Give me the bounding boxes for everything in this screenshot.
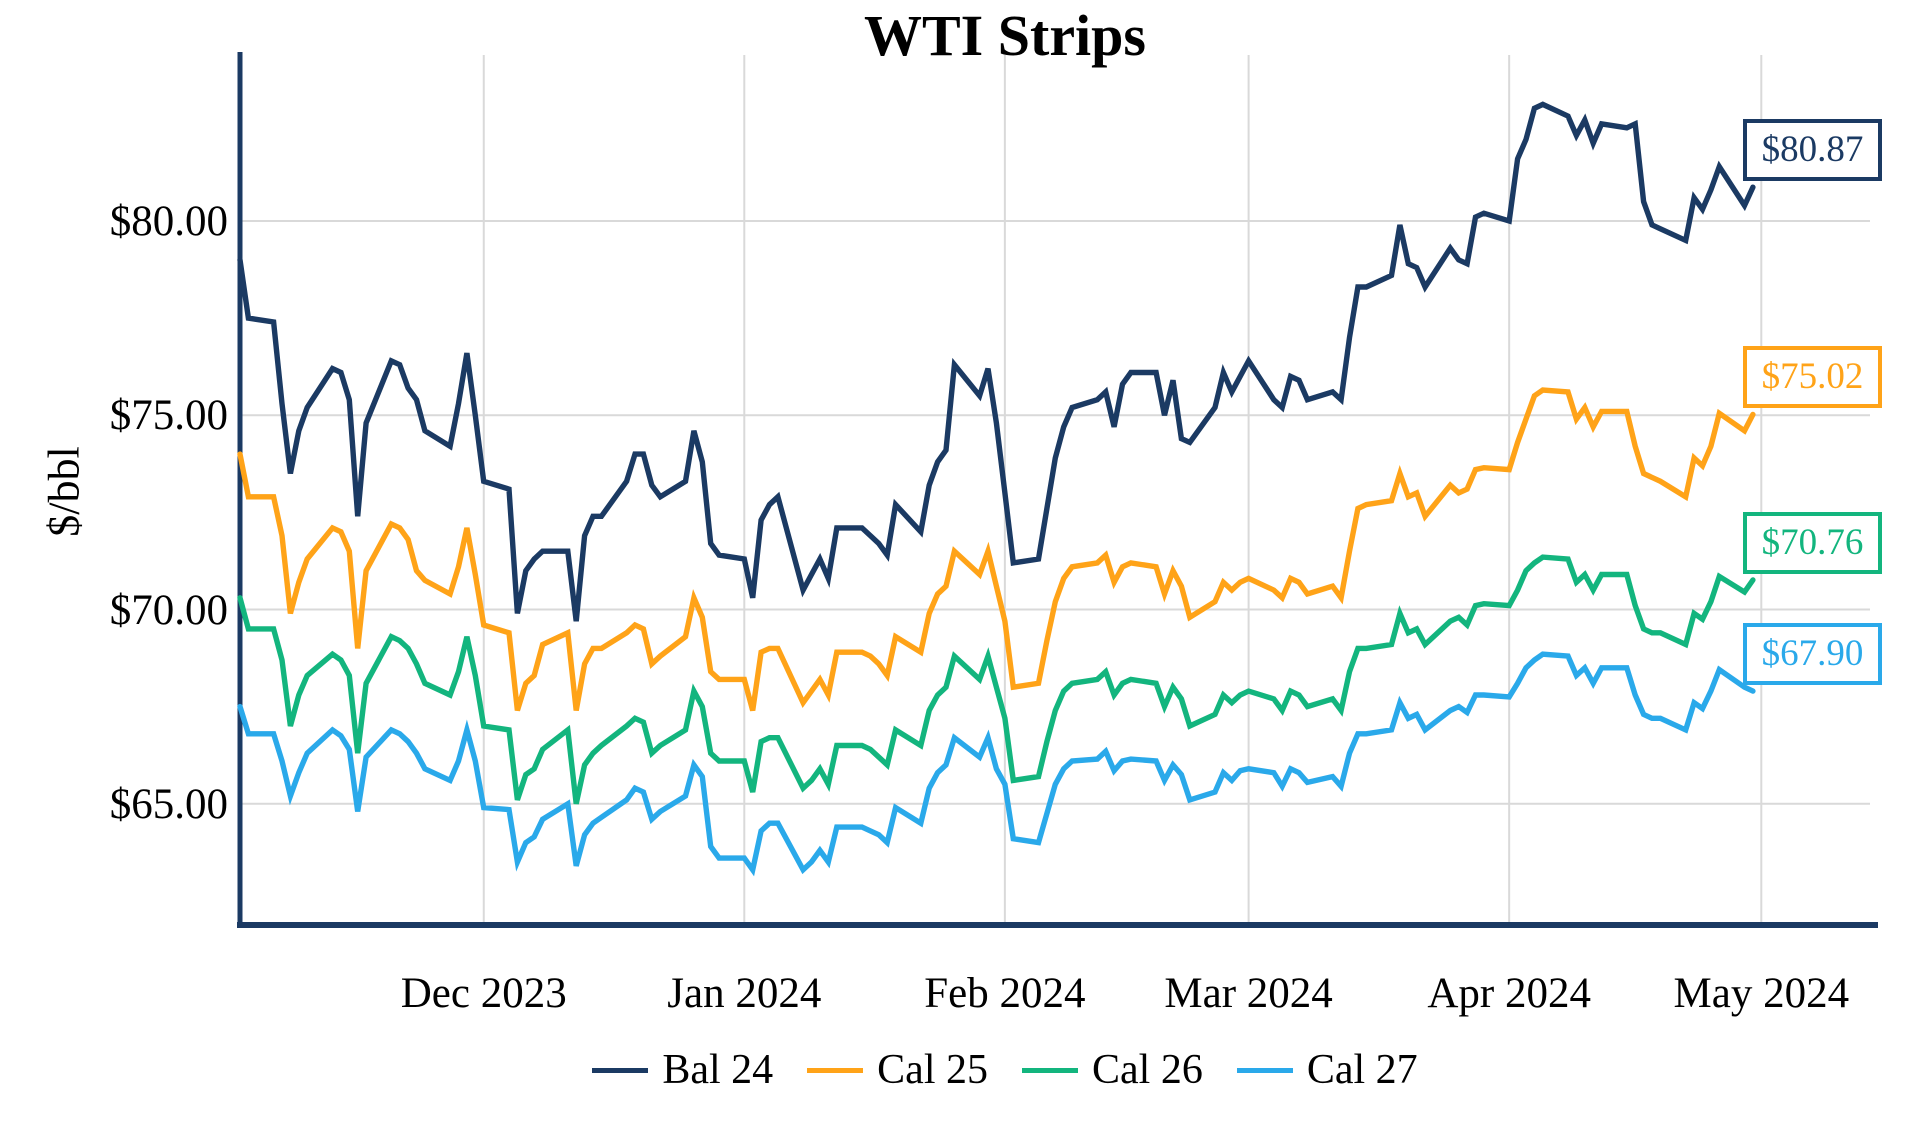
x-tick-label: Jan 2024 <box>667 970 822 1017</box>
y-tick-label: $80.00 <box>109 198 228 245</box>
end-value-box-cal-27: $67.90 <box>1743 623 1882 686</box>
legend-swatch <box>1236 1067 1293 1073</box>
x-tick-label: Apr 2024 <box>1427 970 1591 1017</box>
x-tick-label: Dec 2023 <box>400 970 567 1017</box>
legend: Bal 24 Cal 25 Cal 26 Cal 27 <box>240 1044 1770 1096</box>
x-tick-label: Mar 2024 <box>1164 970 1333 1017</box>
legend-item-cal-27: Cal 27 <box>1236 1044 1418 1096</box>
legend-label: Cal 25 <box>877 1047 988 1093</box>
legend-swatch <box>807 1067 864 1073</box>
y-tick-label: $75.00 <box>109 392 228 440</box>
legend-swatch <box>1022 1067 1078 1073</box>
legend-item-bal-24: Bal 24 <box>592 1044 773 1096</box>
end-value-box-bal-24: $80.87 <box>1743 119 1882 182</box>
x-tick-label: May 2024 <box>1673 970 1850 1017</box>
legend-item-cal-25: Cal 25 <box>807 1044 988 1096</box>
y-tick-label: $70.00 <box>109 586 228 634</box>
end-value-box-cal-25: $75.02 <box>1743 346 1882 409</box>
legend-item-cal-26: Cal 26 <box>1022 1044 1203 1096</box>
legend-label: Cal 26 <box>1092 1047 1203 1093</box>
series-line-cal-27 <box>237 651 1756 877</box>
series-line-cal-25 <box>237 387 1756 712</box>
legend-label: Cal 27 <box>1306 1047 1418 1093</box>
x-tick-label: Feb 2024 <box>924 970 1086 1017</box>
legend-swatch <box>592 1067 649 1073</box>
y-tick-label: $65.00 <box>109 780 228 828</box>
series-line-cal-26 <box>237 554 1756 805</box>
series-line-bal-24 <box>237 101 1756 622</box>
legend-label: Bal 24 <box>662 1047 774 1093</box>
end-value-box-cal-26: $70.76 <box>1743 511 1882 574</box>
